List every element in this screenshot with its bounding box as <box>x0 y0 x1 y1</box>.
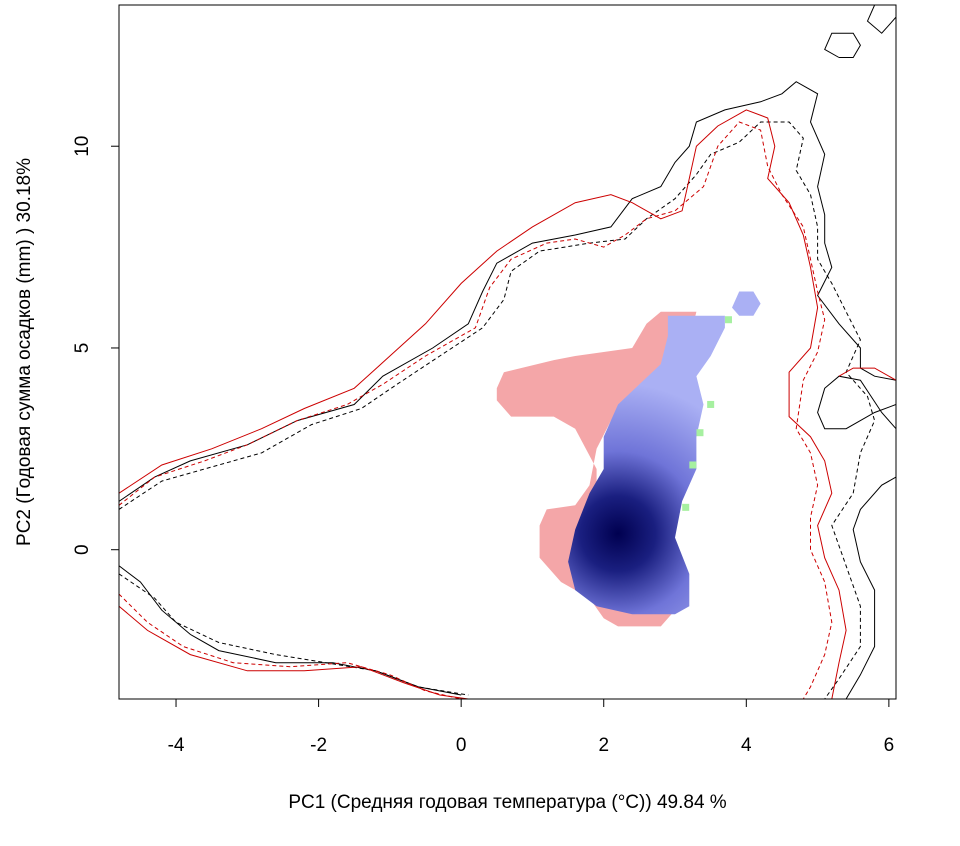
blue-density-region <box>568 315 725 615</box>
dashed-contour-line <box>119 121 876 699</box>
solid-contour-line <box>119 565 462 696</box>
y-axis-title: PC2 (Годовая сумма осадков (mm) ) 30.18% <box>14 158 35 546</box>
solid-contour-line <box>838 367 896 381</box>
solid-contour-line <box>119 109 847 699</box>
blue-density-island <box>732 291 761 316</box>
x-tick-label: 0 <box>456 735 467 756</box>
x-axis-title: PC1 (Средняя годовая температура (°C)) 4… <box>288 792 726 813</box>
green-overlap-cell <box>696 429 704 437</box>
x-tick-label: -2 <box>310 735 327 756</box>
green-overlap-cell <box>689 461 697 469</box>
y-tick-label: 5 <box>72 343 93 354</box>
x-tick-label: 4 <box>741 735 752 756</box>
y-tick-label: 10 <box>72 136 93 157</box>
solid-contour-line <box>824 32 861 58</box>
solid-contour-line <box>119 605 469 699</box>
plot-layer <box>119 5 896 699</box>
x-tick-label: 6 <box>884 735 895 756</box>
dashed-contour-line <box>119 121 833 699</box>
x-tick-label: -4 <box>168 735 185 756</box>
solid-contour-line <box>866 5 896 34</box>
green-overlap-cell <box>682 503 690 511</box>
solid-contour-line <box>119 81 896 502</box>
green-overlap-cell <box>707 400 715 408</box>
y-axis: 0 5 10 <box>72 136 120 555</box>
solid-contour-line <box>817 375 896 430</box>
green-overlap-cell <box>724 316 732 324</box>
dashed-contour-line <box>119 573 469 696</box>
y-tick-label: 0 <box>72 544 93 555</box>
solid-contour-line <box>845 476 896 699</box>
x-axis: -4 -2 0 2 4 6 <box>168 698 895 756</box>
plot-frame <box>118 4 897 700</box>
dashed-contour-line <box>119 593 462 699</box>
x-tick-label: 2 <box>598 735 609 756</box>
